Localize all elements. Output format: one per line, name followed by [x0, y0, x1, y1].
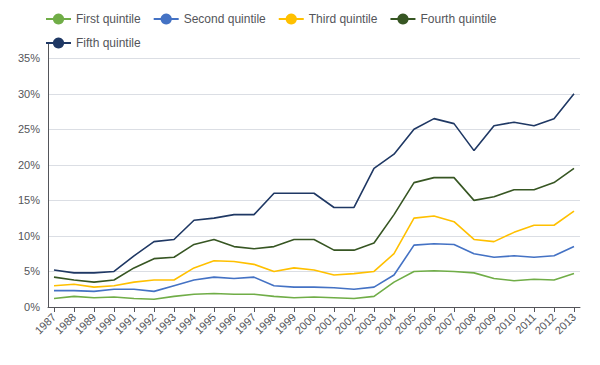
svg-text:2002: 2002 [332, 311, 358, 337]
svg-text:5%: 5% [24, 265, 40, 277]
svg-text:2011: 2011 [513, 311, 538, 336]
svg-text:2009: 2009 [472, 311, 498, 337]
svg-text:30%: 30% [18, 88, 40, 100]
svg-text:1989: 1989 [72, 311, 98, 337]
svg-text:Fourth quintile: Fourth quintile [420, 12, 496, 26]
svg-text:1992: 1992 [132, 311, 158, 337]
svg-text:2008: 2008 [452, 311, 478, 337]
svg-text:2006: 2006 [412, 311, 438, 337]
svg-text:1998: 1998 [252, 311, 278, 337]
svg-text:2012: 2012 [532, 311, 558, 337]
svg-text:First quintile: First quintile [76, 12, 141, 26]
svg-text:2013: 2013 [552, 311, 578, 337]
svg-text:10%: 10% [18, 230, 40, 242]
svg-text:1988: 1988 [52, 311, 78, 337]
svg-text:Third quintile: Third quintile [309, 12, 378, 26]
svg-text:1990: 1990 [92, 311, 118, 337]
svg-text:1994: 1994 [172, 311, 198, 337]
svg-text:1996: 1996 [212, 311, 238, 337]
svg-text:15%: 15% [18, 194, 40, 206]
svg-text:35%: 35% [18, 52, 40, 64]
svg-text:Fifth quintile: Fifth quintile [76, 36, 141, 50]
svg-text:25%: 25% [18, 123, 40, 135]
svg-text:1997: 1997 [232, 311, 258, 337]
svg-text:2001: 2001 [312, 311, 338, 337]
svg-text:2003: 2003 [352, 311, 378, 337]
svg-text:1991: 1991 [112, 311, 138, 337]
svg-text:2000: 2000 [292, 311, 318, 337]
svg-text:20%: 20% [18, 159, 40, 171]
svg-text:2007: 2007 [432, 311, 458, 337]
svg-text:Second quintile: Second quintile [184, 12, 266, 26]
svg-text:1995: 1995 [192, 311, 218, 337]
svg-text:1987: 1987 [32, 311, 58, 337]
svg-text:2010: 2010 [492, 311, 518, 337]
svg-text:2004: 2004 [372, 311, 398, 337]
svg-text:1999: 1999 [272, 311, 298, 337]
svg-text:0%: 0% [24, 301, 40, 313]
svg-text:2005: 2005 [392, 311, 418, 337]
svg-text:1993: 1993 [152, 311, 178, 337]
